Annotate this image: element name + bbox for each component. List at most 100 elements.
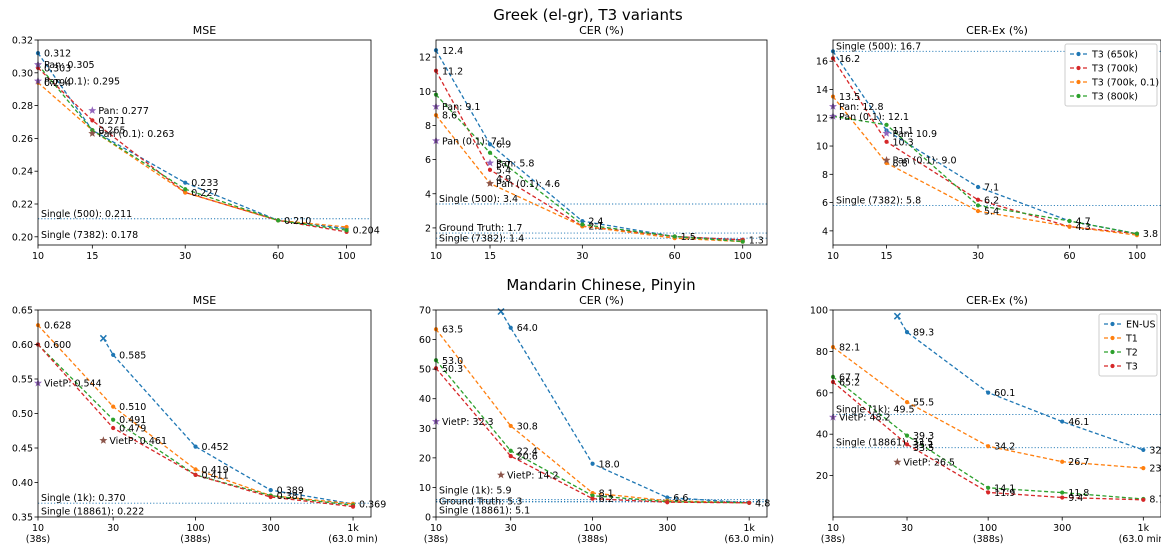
data-label: 11.2	[442, 66, 463, 77]
y-tick-label: 0.30	[12, 68, 33, 79]
legend-label: T3 (700k)	[1091, 64, 1138, 75]
series-point	[487, 150, 493, 155]
series-point	[193, 467, 198, 472]
series-point	[904, 400, 910, 405]
y-tick-label: 10	[419, 87, 431, 98]
series-point	[508, 325, 513, 330]
panel-title: MSE	[193, 24, 216, 37]
y-tick-label: 0.55	[12, 375, 33, 386]
x-tick-label: 15	[86, 251, 98, 262]
x-tick-label: 300	[1053, 523, 1071, 534]
series-point	[986, 490, 991, 495]
panel-title: CER (%)	[579, 294, 624, 307]
legend-marker	[1110, 335, 1115, 341]
x-tick-label: 1k	[1138, 523, 1150, 534]
legend-label: T3 (800k)	[1091, 92, 1138, 103]
series-point	[276, 218, 281, 223]
y-tick-label: 0.50	[12, 409, 33, 420]
legend-label: T3	[1125, 362, 1138, 373]
data-label: 20.6	[517, 452, 538, 463]
y-tick-label: 2	[425, 223, 431, 234]
series-point	[193, 472, 198, 478]
series-line-t3-700k-0-1-	[38, 82, 347, 228]
data-label: 18.0	[599, 459, 620, 470]
panel-title: CER-Ex (%)	[966, 294, 1028, 307]
x-tick-label: (388s)	[180, 534, 211, 545]
series-point	[590, 496, 595, 501]
series-point	[590, 493, 595, 498]
series-point	[986, 390, 991, 395]
legend-box	[1098, 313, 1158, 377]
star-point-label: Pan (0.1): 7.1	[442, 136, 506, 147]
series-point	[1141, 497, 1146, 502]
star-point-label: Pan (0.1): 0.295	[44, 77, 120, 88]
x-tick-label: 10	[430, 523, 442, 534]
y-tick-label: 8	[822, 170, 828, 181]
x-tick-label: 60	[272, 251, 284, 262]
series-line-en-us	[102, 337, 354, 505]
x-tick-label: 15	[880, 251, 892, 262]
x-tick-label: 10	[827, 523, 839, 534]
reference-line-label: Ground Truth: 1.7	[439, 223, 522, 234]
series-point	[344, 224, 349, 230]
star-point-label: Pan (0.1): 0.263	[98, 129, 174, 140]
data-label: 2.1	[588, 222, 603, 233]
data-label: 0.628	[44, 321, 71, 332]
axes-frame	[37, 309, 372, 518]
reference-line-label: Single (18861): 5.1	[439, 506, 530, 517]
star-point	[882, 129, 891, 137]
data-label: 0.271	[98, 116, 125, 127]
series-point	[904, 433, 910, 438]
star-point	[882, 156, 891, 164]
series-point	[884, 122, 889, 127]
y-tick-label: 20	[816, 471, 828, 482]
data-label: 33.5	[913, 443, 934, 454]
plot-area	[436, 311, 767, 504]
series-point	[111, 425, 116, 431]
star-point	[486, 158, 494, 167]
legend-marker	[1076, 93, 1081, 99]
data-label: 4.8	[755, 498, 770, 509]
star-point	[893, 457, 902, 466]
reference-line-label: Single (18861): 0.222	[41, 506, 144, 517]
y-tick-label: 0.24	[12, 167, 33, 178]
series-point	[268, 487, 273, 493]
series-point	[665, 495, 670, 500]
data-label: 34.2	[994, 442, 1015, 453]
y-tick-label: 0.32	[12, 36, 33, 47]
series-point	[975, 203, 981, 208]
star-point-label: Pan: 5.8	[496, 159, 534, 170]
series-line-t2	[436, 359, 750, 504]
data-label: 50.3	[442, 364, 463, 375]
data-label: 35.1	[913, 440, 934, 451]
reference-line-label: Ground Truth: 5.3	[439, 496, 522, 507]
data-label: 89.3	[913, 328, 934, 339]
y-tick-label: 4	[425, 189, 431, 200]
series-point	[986, 485, 991, 490]
legend-label: T3 (700k, 0.1)	[1091, 78, 1159, 89]
data-label: 0.312	[44, 49, 71, 60]
star-point-label: Pan (0.1): 9.0	[893, 156, 957, 167]
data-label: 32.4	[1149, 445, 1161, 456]
data-label: 4.7	[1076, 216, 1091, 227]
y-tick-label: 12	[419, 53, 431, 64]
x-tick-label: 100	[337, 251, 355, 262]
x-tick-label: (388s)	[973, 534, 1004, 545]
series-line-t3-700k-	[436, 70, 743, 241]
series-point	[580, 218, 585, 224]
reference-line-label: Single (1k): 0.370	[41, 493, 126, 504]
x-tick-label: 30	[505, 523, 517, 534]
legend-box	[1064, 43, 1158, 107]
series-line-t3	[436, 367, 750, 504]
star-point	[88, 129, 97, 137]
data-label: 5.4	[496, 165, 511, 176]
star-point-label: VietP: 32.3	[442, 417, 494, 428]
series-point	[986, 444, 991, 449]
y-tick-label: 0.35	[12, 513, 33, 524]
data-label: 10.3	[893, 137, 914, 148]
data-label: 11.1	[893, 126, 914, 137]
star-point-label: VietP: 26.5	[903, 458, 955, 469]
y-tick-label: 0.22	[12, 200, 33, 211]
series-point	[99, 334, 107, 342]
chart-panel-1: CER (%) Single (500): 3.4 Ground Truth: 1.…	[419, 24, 768, 262]
